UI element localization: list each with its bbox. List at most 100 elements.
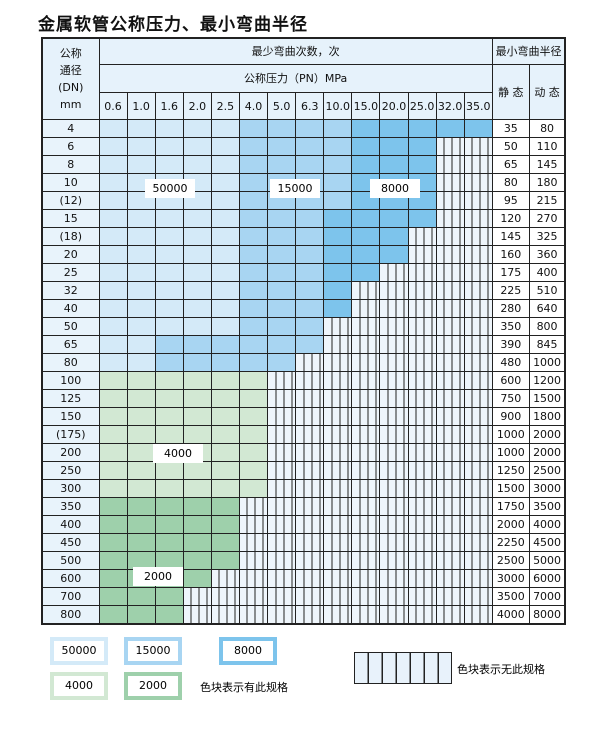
dynamic-radius-cell: 4000 [528, 515, 566, 534]
static-radius-cell: 750 [491, 389, 530, 408]
pressure-column-header: 5.0 [267, 92, 297, 120]
static-radius-cell: 1750 [491, 497, 530, 516]
available-cell [295, 281, 325, 300]
dynamic-radius-cell: 110 [528, 137, 566, 156]
unavailable-cell [267, 569, 297, 588]
available-cell [210, 371, 240, 390]
unavailable-cell [435, 551, 465, 570]
available-cell [98, 587, 128, 606]
available-cell [154, 407, 184, 426]
unavailable-cell [295, 605, 325, 625]
available-cell [323, 191, 353, 210]
table-row: 40 280 640 [41, 299, 566, 318]
table-row: 150 900 1800 [41, 407, 566, 426]
unavailable-cell [295, 425, 325, 444]
dynamic-radius-cell: 4500 [528, 533, 566, 552]
static-radius-cell: 480 [491, 353, 530, 372]
available-cell [182, 263, 212, 282]
dn-cell: 10 [41, 173, 100, 192]
dn-cell: 125 [41, 389, 100, 408]
unavailable-cell [210, 569, 240, 588]
available-cell [267, 227, 297, 246]
available-cell [210, 155, 240, 174]
available-cell [98, 317, 128, 336]
available-cell [98, 551, 128, 570]
legend-has-spec-text: 色块表示有此规格 [200, 681, 288, 694]
available-cell [98, 407, 128, 426]
table-row: 300 1500 3000 [41, 479, 566, 498]
unavailable-cell [379, 281, 409, 300]
unavailable-cell [351, 335, 381, 354]
static-radius-cell: 2500 [491, 551, 530, 570]
unavailable-cell [435, 587, 465, 606]
dynamic-radius-cell: 215 [528, 191, 566, 210]
dynamic-header: 动 态 [528, 64, 566, 120]
unavailable-cell [435, 407, 465, 426]
available-cell [238, 137, 269, 156]
unavailable-cell [463, 137, 493, 156]
available-cell [98, 209, 128, 228]
available-cell [323, 281, 353, 300]
static-radius-cell: 2000 [491, 515, 530, 534]
dn-cell: 700 [41, 587, 100, 606]
unavailable-cell [267, 371, 297, 390]
dn-cell: (12) [41, 191, 100, 210]
unavailable-cell [463, 425, 493, 444]
dn-cell: 4 [41, 119, 100, 138]
available-cell [182, 119, 212, 138]
dn-cell: 100 [41, 371, 100, 390]
pressure-column-header: 1.6 [154, 92, 184, 120]
pressure-column-header: 32.0 [435, 92, 465, 120]
available-cell [267, 353, 297, 372]
available-cell [154, 425, 184, 444]
dynamic-radius-cell: 1000 [528, 353, 566, 372]
available-cell [210, 425, 240, 444]
unavailable-cell [323, 497, 353, 516]
unavailable-cell [435, 335, 465, 354]
available-cell [295, 155, 325, 174]
available-cell [154, 515, 184, 534]
dn-cell: 350 [41, 497, 100, 516]
available-cell [210, 173, 240, 192]
dn-cell: 500 [41, 551, 100, 570]
available-cell [126, 281, 156, 300]
unavailable-cell [238, 587, 269, 606]
unavailable-cell [463, 371, 493, 390]
available-cell [98, 461, 128, 480]
available-cell [323, 173, 353, 192]
static-radius-cell: 3500 [491, 587, 530, 606]
unavailable-cell [379, 443, 409, 462]
static-radius-cell: 1500 [491, 479, 530, 498]
available-cell [238, 479, 269, 498]
dn-cell: 50 [41, 317, 100, 336]
unavailable-cell [435, 569, 465, 588]
unavailable-cell [463, 587, 493, 606]
unavailable-cell [351, 299, 381, 318]
available-cell [351, 227, 381, 246]
dynamic-radius-cell: 5000 [528, 551, 566, 570]
unavailable-cell [379, 335, 409, 354]
available-cell [295, 137, 325, 156]
unavailable-cell [407, 461, 437, 480]
unavailable-cell [407, 443, 437, 462]
unavailable-cell [210, 605, 240, 625]
available-cell [267, 209, 297, 228]
available-cell [323, 137, 353, 156]
available-cell [379, 119, 409, 138]
table-row: 20 160 360 [41, 245, 566, 264]
available-cell [126, 407, 156, 426]
dynamic-radius-cell: 1800 [528, 407, 566, 426]
dynamic-radius-cell: 8000 [528, 605, 566, 625]
table-row: 250 1250 2500 [41, 461, 566, 480]
available-cell [154, 461, 184, 480]
available-cell [182, 155, 212, 174]
available-cell [126, 497, 156, 516]
available-cell [210, 335, 240, 354]
table-row: 800 4000 8000 [41, 605, 566, 625]
unavailable-cell [238, 533, 269, 552]
static-radius-cell: 350 [491, 317, 530, 336]
static-radius-cell: 1000 [491, 425, 530, 444]
available-cell [126, 263, 156, 282]
available-cell [154, 479, 184, 498]
unavailable-cell [379, 587, 409, 606]
